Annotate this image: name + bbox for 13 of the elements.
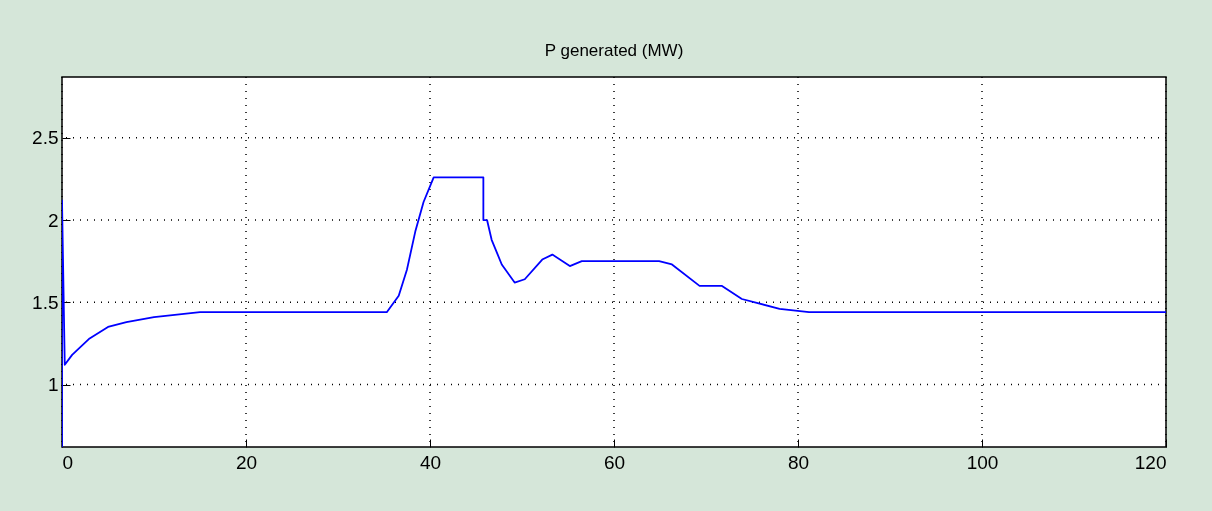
x-tick-label: 120 xyxy=(1134,451,1167,473)
line-series xyxy=(62,176,1166,447)
x-tick-label: 100 xyxy=(966,451,999,473)
chart-title: P generated (MW) xyxy=(544,41,684,61)
y-tick-label: 2.5 xyxy=(32,127,59,149)
x-tick-label: 0 xyxy=(62,451,74,473)
x-tick-label: 40 xyxy=(419,451,442,473)
x-tick-label: 20 xyxy=(235,451,258,473)
x-tick-label: 80 xyxy=(787,451,810,473)
x-tick-label: 60 xyxy=(603,451,626,473)
y-tick-label: 2 xyxy=(47,209,59,231)
y-tick-label: 1.5 xyxy=(32,291,59,313)
y-tick-label: 1 xyxy=(47,374,59,396)
